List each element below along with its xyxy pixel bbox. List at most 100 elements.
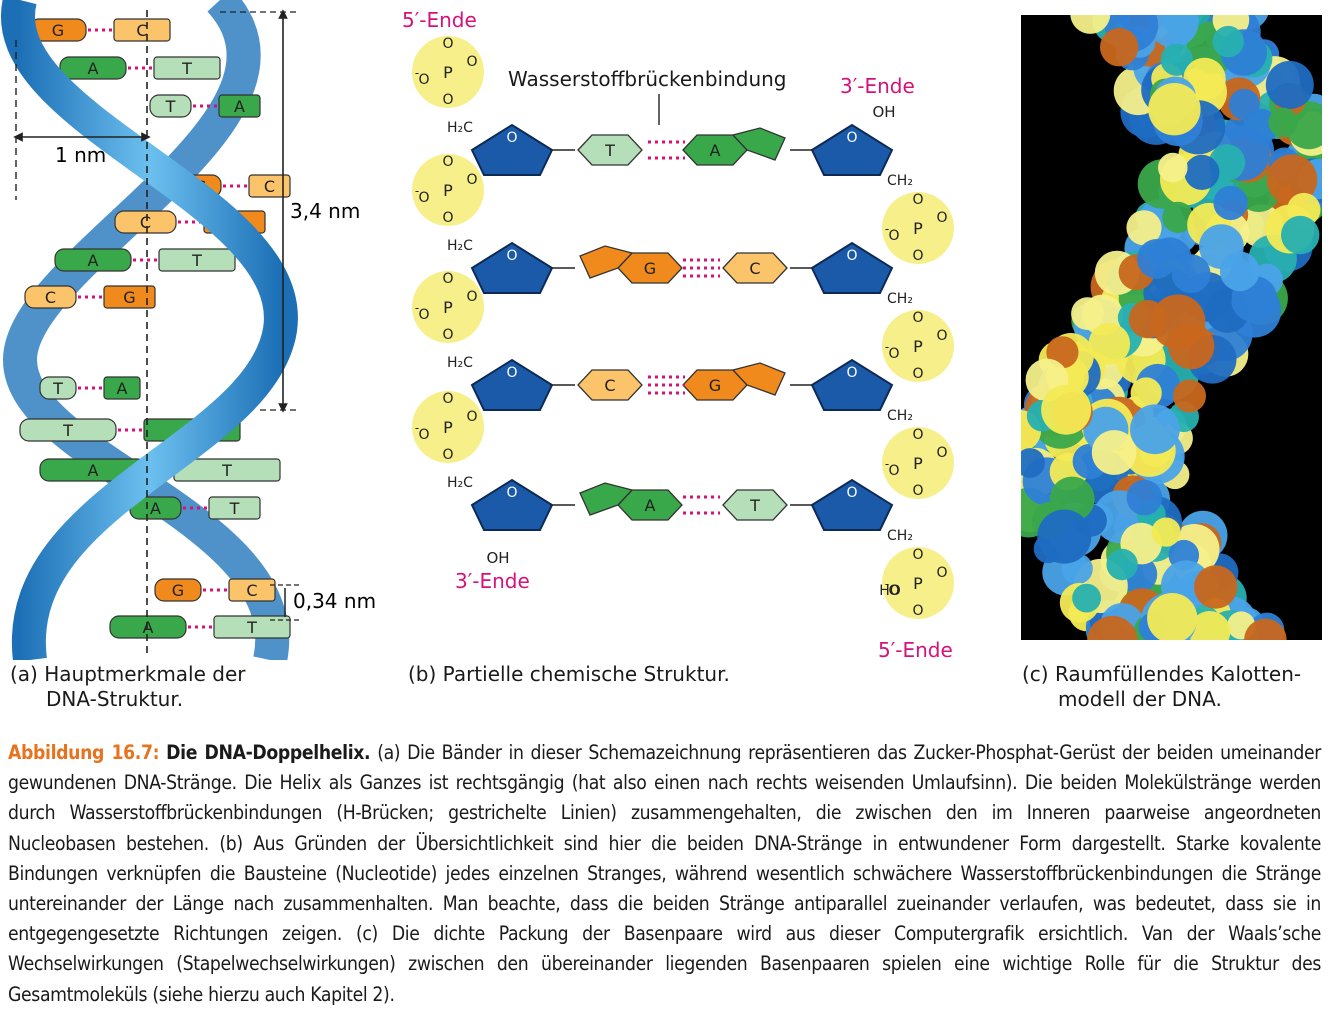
base-letter-left: T (62, 421, 73, 440)
base-right (228, 578, 276, 602)
atom-sphere (1171, 254, 1211, 294)
atom-sphere (1106, 548, 1138, 581)
base-letter: A (645, 496, 656, 515)
ring-oxygen-label: O (506, 248, 517, 264)
atom-spheres (1021, 15, 1322, 640)
figure-title: Die DNA-Doppelhelix. (166, 741, 371, 764)
oxygen-label: O (418, 427, 429, 443)
atom-sphere (1268, 107, 1298, 138)
atom-sphere (1126, 210, 1162, 246)
nucleobase: C (577, 369, 643, 401)
label-3prime-bottom: 3′-Ende (455, 569, 530, 593)
label-5prime-bottom: 5′-Ende (878, 638, 953, 662)
sugar-ring (810, 241, 894, 294)
atom-sphere (1088, 323, 1131, 365)
base-letter-right: C (136, 21, 147, 40)
base-letter: G (644, 259, 656, 278)
panel-a-caption: (a) Hauptmerkmale der DNA-Struktur. (10, 662, 246, 711)
atom-sphere (1137, 239, 1177, 279)
base-letter-left: G (52, 21, 64, 40)
ring-oxygen-label: O (506, 130, 517, 146)
atom-sphere (1212, 25, 1244, 58)
base-right (158, 248, 236, 272)
oxygen-label: O (936, 565, 947, 581)
hydroxyl-label-top: OH (872, 103, 895, 121)
oxygen-label: O (912, 192, 923, 208)
base-letter-left: A (143, 618, 154, 637)
oxygen-label: O (888, 228, 899, 244)
figure-label: Abbildung 16.7: (8, 741, 160, 764)
panel-a-helix-diagram: G CA TT AG CC GA TC GT AT AA TA TG CA T 1 nm 3,4 nm 0… (1, 0, 376, 660)
phosphorus-label: P (913, 219, 923, 238)
base-right (218, 94, 261, 118)
charge-label: - (415, 421, 419, 435)
ch2-label: H₂C (447, 238, 473, 254)
base-letter-right: T (181, 59, 192, 78)
atom-sphere (1173, 379, 1206, 413)
sugar-ring (810, 358, 894, 411)
base-letter-left: A (150, 499, 161, 518)
sugar-ring (470, 358, 554, 411)
base-ring (577, 369, 643, 401)
ring-oxygen-label: O (846, 485, 857, 501)
oxygen-label: O (466, 409, 477, 425)
atom-sphere (1158, 152, 1188, 183)
phosphorus-label: P (443, 418, 453, 437)
ch2-label: H₂C (447, 355, 473, 371)
oxygen-label: O (442, 271, 453, 287)
oxygen-label: O (466, 289, 477, 305)
deoxyribose: O (470, 123, 554, 176)
atom-sphere (1189, 611, 1231, 640)
label-rise: 0,34 nm (293, 589, 376, 613)
oxygen-label: O (912, 603, 923, 619)
oxygen-label: O (912, 366, 923, 382)
figure-caption: Abbildung 16.7: Die DNA-Doppelhelix. (a)… (8, 738, 1321, 1010)
base-letter-right: T (191, 251, 202, 270)
atom-sphere (1037, 509, 1092, 564)
atom-sphere (1130, 404, 1180, 455)
base-letter: A (710, 141, 721, 160)
ch2-label: CH₂ (887, 173, 913, 189)
base-letter-right: A (117, 379, 128, 398)
base-letter-right: G (123, 288, 135, 307)
ring-oxygen-label: O (506, 365, 517, 381)
oxygen-label: O (888, 463, 899, 479)
atom-sphere (1100, 28, 1139, 67)
oxygen-label: O (442, 36, 453, 52)
base-letter-left: T (165, 97, 176, 116)
oxygen-label: O (912, 427, 923, 443)
figure-body: (a) Die Bänder in dieser Schemazeichnung… (8, 741, 1321, 1006)
phosphate-halo (882, 547, 954, 619)
base-letter-right: T (221, 461, 232, 480)
base-right (103, 376, 141, 400)
phosphorus-label: P (913, 454, 923, 473)
ring-oxygen-label: O (506, 485, 517, 501)
ch2-label: CH₂ (887, 528, 913, 544)
atom-sphere (1147, 15, 1199, 48)
charge-label: - (885, 457, 889, 471)
deoxyribose: O (470, 358, 554, 411)
oxygen-label: O (442, 92, 453, 108)
base-right (113, 18, 171, 42)
panel-b-chemical-structure: 5′-Ende Wasserstoffbrückenbindung 3′-End… (402, 8, 954, 662)
phosphorus-label: P (913, 574, 923, 593)
nucleobase: G (579, 245, 683, 284)
phosphate-halo (882, 310, 954, 382)
sugar-ring (470, 241, 554, 294)
base-right (208, 496, 261, 520)
atom-sphere (1199, 224, 1244, 269)
base-letter-right: T (246, 618, 257, 637)
nucleobase: T (577, 134, 643, 166)
ring-oxygen-label: O (846, 248, 857, 264)
